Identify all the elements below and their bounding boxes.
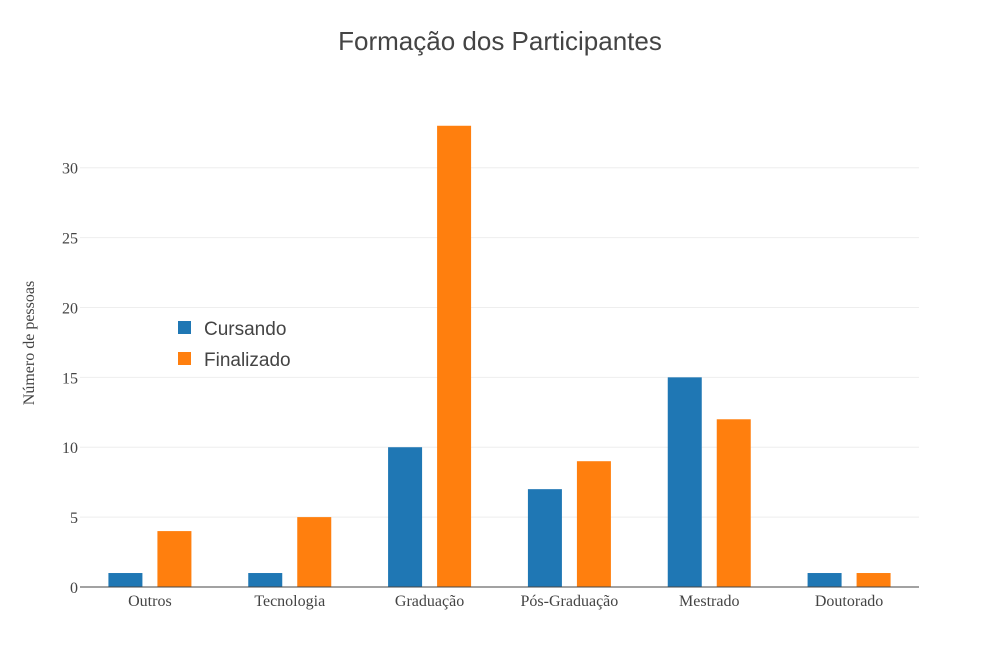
legend-swatch: [178, 321, 191, 334]
bars: [108, 125, 891, 587]
legend-swatch: [178, 352, 191, 365]
legend-item-cursando[interactable]: Cursando: [178, 319, 286, 340]
x-tick-label: Graduação: [395, 593, 464, 610]
bar-cursando-5[interactable]: [807, 573, 842, 587]
bar-cursando-3[interactable]: [527, 489, 562, 587]
y-tick-label: 30: [62, 161, 78, 178]
bar-cursando-2[interactable]: [388, 447, 423, 587]
bar-cursando-1[interactable]: [248, 573, 283, 587]
legend[interactable]: Cursando Finalizado: [178, 319, 291, 371]
bar-finalizado-3[interactable]: [576, 461, 611, 587]
bar-finalizado-5[interactable]: [856, 573, 891, 587]
y-tick-label: 20: [62, 300, 78, 317]
x-axis-ticks: Outros Tecnologia Graduação Pós-Graduação Me…: [128, 593, 883, 610]
chart-title: Formação dos Participantes: [338, 26, 662, 56]
y-axis-ticks: 0 5 10 15 20 25 30: [62, 161, 78, 597]
bar-finalizado-0[interactable]: [157, 531, 192, 587]
bar-finalizado-2[interactable]: [437, 125, 472, 587]
bar-finalizado-1[interactable]: [297, 517, 332, 587]
legend-item-finalizado[interactable]: Finalizado: [178, 350, 291, 371]
x-tick-label: Pós-Graduação: [521, 593, 619, 610]
bar-finalizado-4[interactable]: [716, 419, 751, 587]
bar-cursando-0[interactable]: [108, 573, 143, 587]
x-tick-label: Tecnologia: [254, 593, 325, 610]
y-tick-label: 0: [70, 580, 78, 597]
y-tick-label: 5: [70, 510, 78, 527]
bar-cursando-4[interactable]: [667, 377, 702, 587]
gridlines: [80, 167, 919, 518]
x-tick-label: Doutorado: [815, 593, 883, 610]
x-tick-label: Outros: [128, 593, 172, 610]
y-tick-label: 25: [62, 231, 78, 248]
y-tick-label: 15: [62, 370, 78, 387]
y-tick-label: 10: [62, 440, 78, 457]
x-tick-label: Mestrado: [679, 593, 739, 610]
legend-label: Cursando: [204, 319, 286, 340]
y-axis-title: Número de pessoas: [21, 281, 38, 405]
legend-label: Finalizado: [204, 350, 291, 371]
